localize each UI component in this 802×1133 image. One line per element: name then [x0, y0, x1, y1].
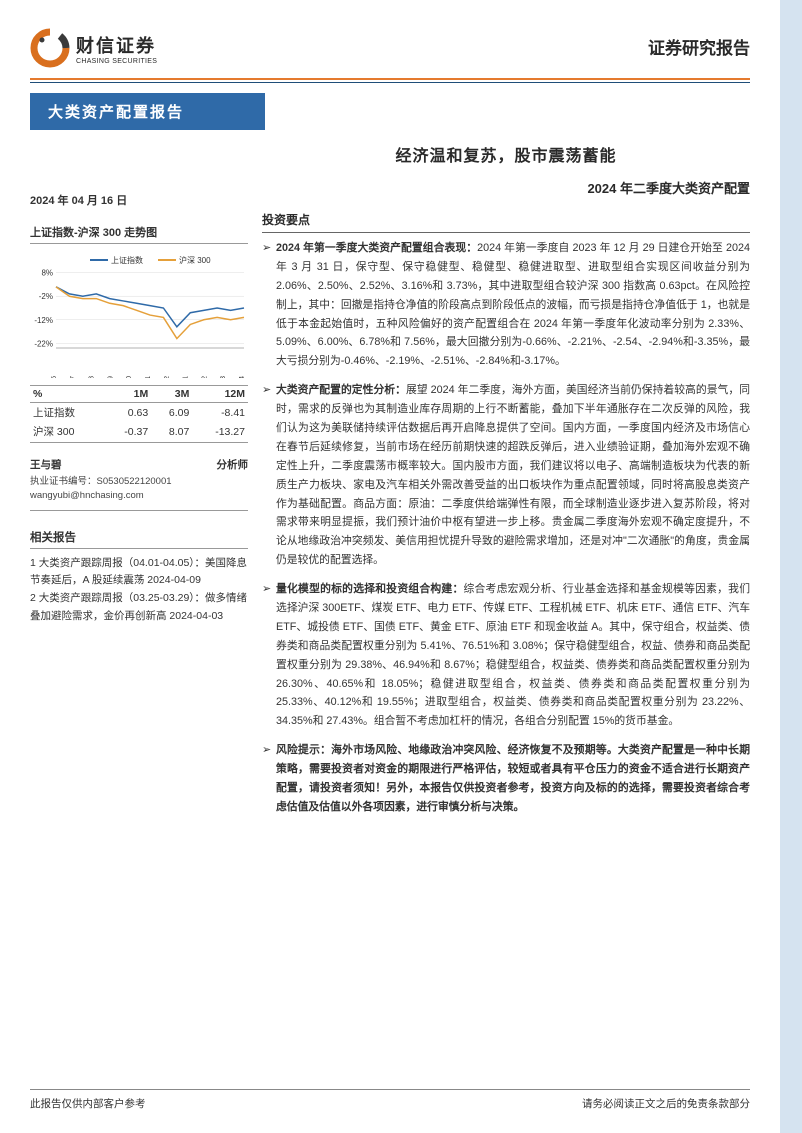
- perf-cell: 0.63: [105, 403, 152, 423]
- divider-blue: [30, 82, 750, 83]
- svg-text:2024-01: 2024-01: [183, 376, 190, 378]
- company-logo-icon: [30, 28, 70, 68]
- page-container: 财信证券 CHASING SECURITIES 证券研究报告 大类资产配置报告 …: [0, 0, 780, 847]
- analyst-email: wangyubi@hnchasing.com: [30, 490, 144, 501]
- perf-cell: 上证指数: [30, 403, 105, 423]
- footer-right: 请务必阅读正文之后的免责条款部分: [582, 1096, 750, 1111]
- bullet-lead: 大类资产配置的定性分析：: [276, 384, 406, 396]
- content-columns: 2024 年 04 月 16 日 上证指数-沪深 300 走势图 上证指数沪深 …: [30, 142, 750, 827]
- section-header: 投资要点: [262, 211, 750, 233]
- svg-text:2024-04: 2024-04: [239, 376, 246, 378]
- chart-title: 上证指数-沪深 300 走势图: [30, 224, 248, 244]
- svg-text:2023-10: 2023-10: [126, 376, 133, 378]
- bullet-lead: 2024 年第一季度大类资产配置组合表现：: [276, 242, 477, 254]
- table-row: 上证指数0.636.09-8.41: [30, 403, 248, 423]
- perf-col-header: %: [30, 386, 105, 403]
- footer-left: 此报告仅供内部客户参考: [30, 1096, 146, 1111]
- svg-text:-12%: -12%: [34, 316, 53, 325]
- bullet-body: 风险提示：海外市场风险、地缘政治冲突风险、经济恢复不及预期等。大类资产配置是一种…: [276, 741, 750, 817]
- right-accent-strip: [780, 0, 802, 1133]
- perf-cell: 8.07: [151, 422, 192, 443]
- report-date: 2024 年 04 月 16 日: [30, 192, 248, 208]
- key-point-item: ➢2024 年第一季度大类资产配置组合表现：2024 年第一季度自 2023 年…: [262, 239, 750, 371]
- svg-text:2023-12: 2023-12: [164, 376, 171, 378]
- svg-text:上证指数: 上证指数: [111, 255, 143, 265]
- bullet-body: 大类资产配置的定性分析：展望 2024 年二季度，海外方面，美国经济当前仍保持着…: [276, 381, 750, 570]
- bullet-body: 2024 年第一季度大类资产配置组合表现：2024 年第一季度自 2023 年 …: [276, 239, 750, 371]
- license-label: 执业证书编号：: [30, 476, 97, 487]
- svg-text:8%: 8%: [41, 269, 53, 278]
- company-name-en: CHASING SECURITIES: [76, 58, 157, 65]
- svg-text:2023-08: 2023-08: [89, 376, 96, 378]
- sub-title: 2024 年二季度大类资产配置: [262, 178, 750, 197]
- left-column: 2024 年 04 月 16 日 上证指数-沪深 300 走势图 上证指数沪深 …: [30, 142, 248, 827]
- perf-cell: 沪深 300: [30, 422, 105, 443]
- bullet-marker-icon: ➢: [262, 580, 276, 731]
- table-row: 沪深 300-0.378.07-13.27: [30, 422, 248, 443]
- section-label: 投资要点: [262, 211, 310, 228]
- analyst-role: 分析师: [217, 457, 249, 472]
- bullet-marker-icon: ➢: [262, 239, 276, 371]
- bullet-marker-icon: ➢: [262, 381, 276, 570]
- svg-text:2024-02: 2024-02: [201, 376, 208, 378]
- related-reports-title: 相关报告: [30, 529, 248, 549]
- main-title: 经济温和复苏，股市震荡蓄能: [262, 142, 750, 166]
- category-bar: 大类资产配置报告: [30, 93, 265, 130]
- perf-cell: 6.09: [151, 403, 192, 423]
- bullet-text: 展望 2024 年二季度，海外方面，美国经济当前仍保持着较高的景气，同时，需求的…: [276, 384, 750, 566]
- license-number: S0530522120001: [97, 476, 172, 487]
- bullet-lead: 量化模型的标的选择和投资组合构建：: [276, 583, 464, 595]
- header: 财信证券 CHASING SECURITIES 证券研究报告: [30, 28, 750, 78]
- logo-block: 财信证券 CHASING SECURITIES: [30, 28, 157, 68]
- svg-text:2023-06: 2023-06: [51, 376, 58, 378]
- bullet-marker-icon: ➢: [262, 741, 276, 817]
- divider-orange: [30, 78, 750, 80]
- company-name-cn: 财信证券: [76, 32, 157, 58]
- perf-col-header: 3M: [151, 386, 192, 403]
- bullet-text: 综合考虑宏观分析、行业基金选择和基金规模等因素，我们选择沪深 300ETF、煤炭…: [276, 583, 750, 727]
- bullet-lead: 风险提示：: [276, 744, 331, 756]
- footer: 此报告仅供内部客户参考 请务必阅读正文之后的免责条款部分: [30, 1089, 750, 1111]
- key-point-item: ➢量化模型的标的选择和投资组合构建：综合考虑宏观分析、行业基金选择和基金规模等因…: [262, 580, 750, 731]
- perf-cell: -8.41: [192, 403, 248, 423]
- index-line-chart: 上证指数 沪深 300 -22% -12% -2% 8% 2023-06 2023-07 202…: [30, 250, 248, 378]
- perf-col-header: 12M: [192, 386, 248, 403]
- svg-text:-2%: -2%: [39, 292, 53, 301]
- svg-text:沪深 300: 沪深 300: [179, 255, 211, 265]
- key-points-list: ➢2024 年第一季度大类资产配置组合表现：2024 年第一季度自 2023 年…: [262, 239, 750, 817]
- related-report-item: 1 大类资产跟踪周报（04.01-04.05）：美国降息节奏延后，A 股延续震荡…: [30, 555, 248, 591]
- related-report-item: 2 大类资产跟踪周报（03.25-03.29）：做多情绪叠加避险需求，金价再创新…: [30, 590, 248, 626]
- key-point-item: ➢风险提示：海外市场风险、地缘政治冲突风险、经济恢复不及预期等。大类资产配置是一…: [262, 741, 750, 817]
- right-column: 经济温和复苏，股市震荡蓄能 2024 年二季度大类资产配置 投资要点 ➢2024…: [262, 142, 750, 827]
- perf-cell: -0.37: [105, 422, 152, 443]
- key-point-item: ➢大类资产配置的定性分析：展望 2024 年二季度，海外方面，美国经济当前仍保持…: [262, 381, 750, 570]
- perf-cell: -13.27: [192, 422, 248, 443]
- analyst-block: 王与碧 分析师 执业证书编号：S0530522120001 wangyubi@h…: [30, 457, 248, 511]
- logo-text: 财信证券 CHASING SECURITIES: [76, 32, 157, 65]
- related-reports-list: 1 大类资产跟踪周报（04.01-04.05）：美国降息节奏延后，A 股延续震荡…: [30, 555, 248, 626]
- svg-text:2024-03: 2024-03: [220, 376, 227, 378]
- bullet-text: 海外市场风险、地缘政治冲突风险、经济恢复不及预期等。大类资产配置是一种中长期策略…: [276, 744, 750, 813]
- svg-text:2023-07: 2023-07: [70, 376, 77, 378]
- performance-table: %1M3M12M 上证指数0.636.09-8.41沪深 300-0.378.0…: [30, 385, 248, 443]
- perf-col-header: 1M: [105, 386, 152, 403]
- bullet-text: 2024 年第一季度自 2023 年 12 月 29 日建仓开始至 2024 年…: [276, 242, 750, 367]
- report-type-label: 证券研究报告: [648, 34, 750, 59]
- svg-text:2023-11: 2023-11: [145, 376, 152, 378]
- analyst-name: 王与碧: [30, 457, 62, 472]
- svg-text:-22%: -22%: [34, 339, 53, 348]
- bullet-body: 量化模型的标的选择和投资组合构建：综合考虑宏观分析、行业基金选择和基金规模等因素…: [276, 580, 750, 731]
- svg-text:2023-09: 2023-09: [107, 376, 114, 378]
